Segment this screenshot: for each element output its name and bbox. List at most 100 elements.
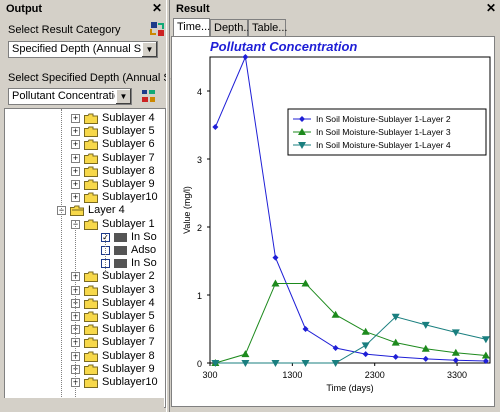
tree-node[interactable]: + Sublayer 5: [5, 125, 165, 138]
expand-icon[interactable]: +: [71, 165, 80, 176]
tree-node[interactable]: + Sublayer 6: [5, 323, 165, 336]
data-point-marker: [481, 336, 490, 344]
panel-splitter[interactable]: [166, 0, 170, 412]
folder-icon: [84, 377, 98, 388]
tree-node-label: Sublayer 8: [102, 349, 155, 362]
data-point-marker: [241, 350, 250, 358]
tab-depth[interactable]: Depth...: [210, 19, 253, 36]
y-tick-label: 4: [197, 87, 202, 97]
folder-icon: [84, 351, 98, 362]
folder-icon: [84, 337, 98, 349]
legend-box: [287, 108, 487, 156]
tree-node[interactable]: − Sublayer 1: [5, 218, 165, 231]
plot-frame: [209, 56, 491, 364]
tree-node-label: Sublayer10: [102, 191, 158, 204]
tree-node[interactable]: + Sublayer 7: [5, 336, 165, 349]
chevron-down-icon[interactable]: ▼: [115, 89, 131, 104]
expand-icon[interactable]: +: [71, 126, 80, 137]
folder-icon: [84, 139, 98, 151]
tree-leaf-item[interactable]: Adso: [5, 244, 165, 257]
tree-node[interactable]: + Sublayer 4: [5, 112, 165, 125]
tree-leaf-item[interactable]: In So: [5, 257, 165, 270]
folder-icon: [84, 113, 98, 124]
tree-node-label: Sublayer 9: [102, 178, 155, 190]
data-point-marker: [271, 360, 280, 367]
data-point-marker: [451, 348, 460, 356]
data-point-marker: [422, 355, 429, 362]
result-tree[interactable]: + Sublayer 4 + Sublayer 5 + Sublayer 6 + Sublay…: [4, 108, 166, 408]
data-point-marker: [301, 279, 310, 287]
folder-icon: [84, 179, 98, 190]
tree-node[interactable]: + Sublayer 5: [5, 310, 165, 323]
tree-node[interactable]: + Sublayer 8: [5, 165, 165, 178]
x-tick-label: 1300: [282, 370, 302, 380]
legend-label: In Soil Moisture-Sublayer 1-Layer 4: [316, 140, 451, 150]
tree-node-label: Sublayer 9: [102, 362, 155, 375]
tree-node[interactable]: + Sublayer 9: [5, 363, 165, 376]
plot-settings-icon[interactable]: [140, 87, 158, 105]
tree-node-label: Sublayer 6: [102, 323, 155, 336]
folder-icon: [84, 126, 98, 138]
folder-icon: [84, 285, 98, 296]
y-tick-label: 2: [197, 223, 202, 233]
folder-icon: [84, 364, 98, 375]
y-tick-label: 3: [197, 155, 202, 165]
tab-table[interactable]: Table...: [248, 19, 287, 36]
data-point-marker: [481, 351, 490, 359]
depth-label: Select Specified Depth (Annual Summar: [8, 72, 205, 84]
category-select[interactable]: Specified Depth (Annual Summar ▼: [8, 41, 158, 58]
tree-node[interactable]: + Sublayer 9: [5, 178, 165, 191]
open-folder-icon: [70, 205, 84, 217]
tree-node[interactable]: + Sublayer 2: [5, 270, 165, 283]
y-tick-label: 1: [197, 291, 202, 301]
tree-node[interactable]: + Sublayer 7: [5, 152, 165, 165]
tree-node[interactable]: + Sublayer 4: [5, 297, 165, 310]
tree-leaf-item[interactable]: ✓ In So: [5, 231, 165, 244]
data-point-marker: [241, 360, 250, 367]
category-label: Select Result Category: [8, 24, 121, 36]
tree-guide-line: [105, 234, 106, 271]
expand-icon[interactable]: +: [71, 192, 80, 203]
depth-select-value: Pollutant Concentration: [12, 90, 127, 102]
tree-node[interactable]: − Layer 4: [5, 204, 165, 217]
folder-icon: [84, 324, 98, 336]
tree-node-label: Sublayer 2: [102, 270, 155, 283]
data-point-marker: [392, 353, 399, 360]
data-point-marker: [421, 321, 430, 329]
depth-select[interactable]: Pollutant Concentration ▼: [8, 88, 132, 105]
tree-node[interactable]: + Sublayer10: [5, 191, 165, 204]
data-point-marker: [298, 142, 306, 149]
chevron-down-icon[interactable]: ▼: [141, 42, 157, 57]
expand-icon[interactable]: +: [71, 152, 80, 163]
table-grid-icon: [114, 232, 127, 242]
tree-node[interactable]: + Sublayer 3: [5, 284, 165, 297]
result-close-icon[interactable]: ✕: [485, 1, 497, 15]
expand-icon[interactable]: +: [71, 139, 80, 150]
expand-icon[interactable]: +: [71, 179, 80, 189]
folder-icon: [84, 311, 98, 322]
data-point-marker: [421, 344, 430, 352]
tree-item-label: Adso: [131, 244, 157, 256]
x-tick-label: 3300: [447, 370, 467, 380]
tree-horizontal-scrollbar[interactable]: [2, 398, 164, 408]
expand-icon[interactable]: +: [71, 113, 80, 123]
tree-node-label: Sublayer10: [102, 376, 158, 388]
folder-icon: [84, 219, 98, 230]
tree-node-label: Sublayer 5: [102, 310, 155, 322]
tree-node[interactable]: + Sublayer 8: [5, 350, 165, 363]
output-close-icon[interactable]: ✕: [151, 1, 163, 15]
output-panel-title: Output: [6, 3, 43, 15]
folder-icon: [84, 298, 98, 309]
data-point-marker: [298, 128, 306, 135]
legend-label: In Soil Moisture-Sublayer 1-Layer 3: [316, 127, 451, 137]
table-grid-icon: [114, 246, 127, 255]
tree-node-label: Sublayer 7: [102, 336, 155, 349]
tree-node[interactable]: + Sublayer 6: [5, 138, 165, 151]
folder-icon: [84, 166, 98, 177]
refresh-category-icon[interactable]: [148, 20, 166, 38]
data-point-marker: [272, 254, 279, 261]
tree-node[interactable]: + Sublayer10: [5, 376, 165, 389]
tab-time[interactable]: Time...: [173, 18, 210, 37]
data-point-marker: [362, 351, 369, 358]
data-point-marker: [271, 279, 280, 287]
